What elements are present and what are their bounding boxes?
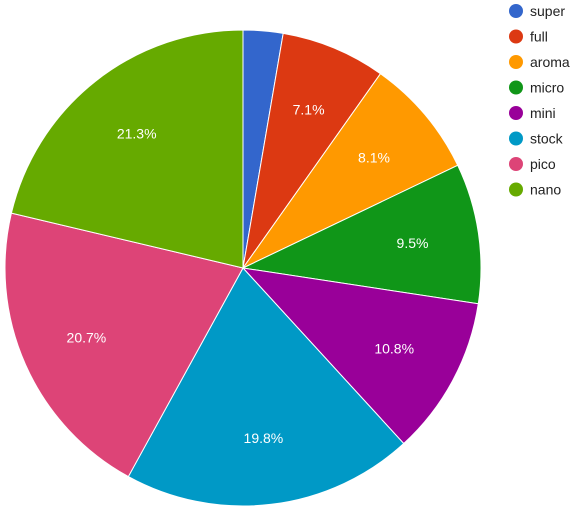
slice-label-mini: 10.8% bbox=[374, 341, 414, 357]
legend-item-pico: pico bbox=[509, 156, 556, 172]
legend-marker-aroma bbox=[509, 55, 523, 69]
legend-marker-full bbox=[509, 29, 523, 44]
pie-slice-full bbox=[242, 32, 382, 269]
pie-slice-mini bbox=[241, 267, 479, 445]
legend-item-micro: micro bbox=[509, 80, 564, 96]
legend-label-full: full bbox=[530, 29, 548, 45]
pie-labels: 7.1% 8.1% 9.5% 10.8% 19.8% 20.7% 21.3% bbox=[67, 102, 429, 446]
pie-slice-nano bbox=[10, 29, 244, 269]
legend-marker-mini bbox=[509, 106, 523, 120]
slice-label-full: 7.1% bbox=[293, 102, 325, 118]
legend-marker-stock bbox=[509, 131, 523, 146]
legend-marker-micro bbox=[509, 80, 523, 95]
legend-label-mini: mini bbox=[530, 105, 556, 121]
slice-label-micro: 9.5% bbox=[397, 235, 429, 251]
pie-slice-stock bbox=[127, 267, 405, 507]
pie-slices bbox=[4, 29, 482, 507]
slice-label-pico: 20.7% bbox=[67, 330, 107, 346]
legend-marker-nano bbox=[509, 182, 523, 197]
legend-item-full: full bbox=[509, 29, 548, 45]
pie-slice-pico bbox=[4, 212, 244, 478]
legend-label-nano: nano bbox=[530, 182, 561, 198]
legend-marker-super bbox=[509, 4, 523, 18]
legend-label-micro: micro bbox=[530, 80, 564, 96]
slice-label-stock: 19.8% bbox=[244, 430, 284, 446]
legend-item-aroma: aroma bbox=[509, 54, 570, 70]
legend: super full aroma micro mini stock pico nano bbox=[509, 3, 570, 198]
slice-label-nano: 21.3% bbox=[117, 126, 157, 142]
legend-item-nano: nano bbox=[509, 182, 561, 198]
slice-label-aroma: 8.1% bbox=[358, 150, 390, 166]
legend-label-super: super bbox=[530, 3, 565, 19]
pie-slice-micro bbox=[241, 164, 482, 305]
legend-item-mini: mini bbox=[509, 105, 556, 121]
legend-label-pico: pico bbox=[530, 156, 556, 172]
legend-label-stock: stock bbox=[530, 131, 564, 147]
legend-item-stock: stock bbox=[509, 131, 564, 147]
legend-label-aroma: aroma bbox=[530, 54, 570, 70]
pie-slice-aroma bbox=[241, 73, 459, 270]
legend-marker-pico bbox=[509, 157, 523, 171]
legend-item-super: super bbox=[509, 3, 565, 19]
